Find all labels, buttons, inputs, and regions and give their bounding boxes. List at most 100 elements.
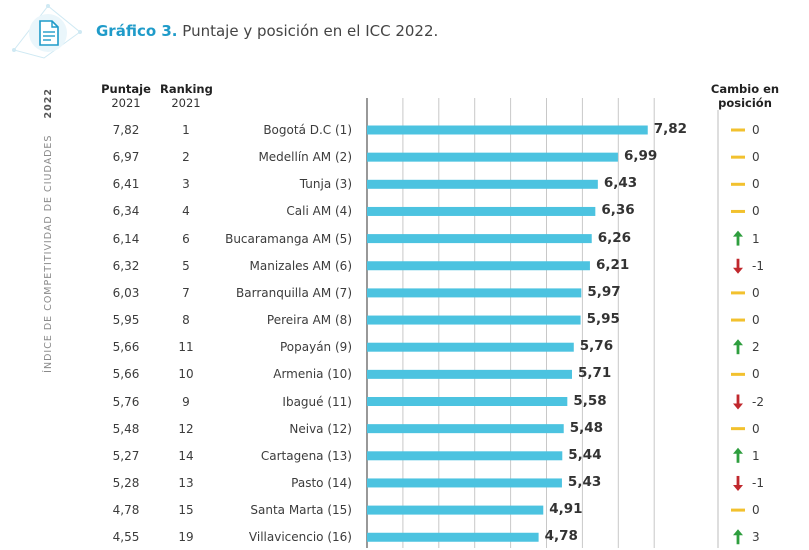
data-label: 7,82	[653, 121, 688, 137]
score-2021-cell: 6,03	[112, 285, 140, 300]
bar	[367, 342, 574, 352]
city-name: Manizales AM	[249, 258, 332, 273]
score-header-line1: Puntaje	[101, 82, 151, 96]
score-2021-header: Puntaje 2021	[100, 82, 152, 110]
arrow-shaft	[736, 475, 740, 486]
rank-2021-cell: 8	[182, 313, 190, 328]
rank-2021-cell: 3	[182, 177, 190, 192]
neutral-dash-icon	[731, 182, 745, 186]
arrow-head	[733, 339, 743, 346]
city-rank-2022: (6)	[335, 258, 352, 273]
neutral-dash-icon	[731, 155, 745, 159]
city-label: Armenia (10)	[160, 367, 352, 381]
city-rank-2022: (13)	[327, 448, 352, 463]
bar	[367, 505, 544, 515]
chart-title: Gráfico 3. Puntaje y posición en el ICC …	[96, 22, 438, 40]
city-label: Barranquilla AM (7)	[160, 286, 352, 300]
score-2021-cell: 7,82	[112, 123, 140, 137]
data-label: 5,97	[587, 283, 621, 300]
change-value: 0	[752, 150, 760, 165]
rank-2021-cell: 7	[182, 285, 190, 300]
figure-label: Gráfico 3.	[96, 22, 178, 40]
change-value: 1	[752, 231, 760, 246]
change-value: 0	[752, 367, 760, 382]
city-label: Cali AM (4)	[160, 204, 352, 218]
change-value: -1	[752, 258, 764, 273]
city-name: Cali AM	[286, 204, 332, 219]
data-label: 6,26	[597, 229, 632, 246]
city-rank-2022: (16)	[327, 530, 352, 545]
city-label: Pasto (14)	[160, 476, 352, 490]
neutral-dash-icon	[731, 209, 745, 213]
neutral-dash-icon	[731, 372, 745, 376]
rank-2021-cell: 10	[178, 367, 194, 382]
bar	[367, 125, 648, 135]
score-2021-cell: 5,66	[112, 340, 140, 355]
arrow-shaft	[736, 258, 740, 269]
score-2021-cell: 6,41	[112, 177, 140, 192]
score-2021-cell: 5,28	[112, 475, 140, 490]
change-value: 1	[752, 448, 760, 463]
city-label: Pereira AM (8)	[160, 313, 352, 327]
bar	[367, 234, 592, 244]
change-value: 0	[752, 204, 760, 219]
document-icon	[12, 4, 82, 59]
rank-header-line2: 2021	[171, 96, 201, 110]
arrow-down-icon	[733, 394, 743, 410]
data-label: 6,36	[601, 202, 635, 219]
city-name: Popayán	[279, 340, 332, 355]
arrow-head	[733, 484, 743, 491]
city-name: Bucaramanga AM	[225, 231, 332, 246]
change-value: 0	[752, 503, 760, 518]
data-label: 6,43	[603, 175, 638, 192]
city-rank-2022: (12)	[327, 421, 352, 436]
change-value: 0	[752, 421, 760, 436]
neutral-dash-icon	[731, 508, 745, 512]
bar	[367, 369, 572, 379]
change-header-line1: Cambio en	[710, 82, 780, 96]
city-label: Popayán (9)	[160, 340, 352, 354]
change-value: 2	[752, 340, 760, 355]
city-label: Ibagué (11)	[160, 395, 352, 409]
data-label: 6,21	[595, 256, 630, 273]
arrow-up-icon	[733, 230, 743, 246]
change-header-line2: posición	[718, 96, 772, 110]
city-rank-2022: (14)	[327, 475, 352, 490]
arrow-up-icon	[733, 529, 743, 545]
neutral-dash-icon	[731, 291, 745, 295]
bar	[367, 315, 581, 325]
neutral-dash-icon	[731, 128, 745, 132]
city-name: Neiva	[289, 421, 324, 436]
data-label: 4,78	[544, 528, 578, 545]
score-2021-cell: 4,55	[112, 530, 140, 545]
data-label: 5,76	[579, 338, 614, 355]
city-label: Villavicencio (16)	[160, 530, 352, 544]
rank-2021-cell: 1	[182, 123, 190, 137]
data-label: 5,58	[573, 392, 607, 409]
rank-2021-cell: 9	[182, 394, 190, 409]
rank-2021-cell: 6	[182, 231, 190, 246]
city-rank-2022: (10)	[327, 367, 352, 382]
score-2021-cell: 5,27	[112, 448, 140, 463]
rank-2021-cell: 2	[182, 150, 190, 165]
city-name: Bogotá D.C	[263, 123, 332, 137]
arrow-down-icon	[733, 475, 743, 491]
data-label: 5,44	[568, 446, 602, 463]
rank-2021-cell: 19	[178, 530, 194, 545]
city-name: Ibagué	[282, 394, 324, 409]
bar	[367, 206, 596, 216]
data-label: 5,95	[586, 311, 620, 328]
bar	[367, 179, 598, 189]
arrow-head	[733, 403, 743, 410]
score-2021-cell: 5,48	[112, 421, 140, 436]
arrow-head	[733, 447, 743, 454]
arrow-head	[733, 529, 743, 536]
data-label: 5,43	[567, 473, 602, 490]
rank-2021-cell: 5	[182, 258, 190, 273]
score-2021-cell: 6,14	[112, 231, 140, 246]
arrow-up-icon	[733, 339, 743, 355]
city-rank-2022: (5)	[335, 231, 352, 246]
arrow-shaft	[736, 235, 740, 246]
rank-2021-header: Ranking 2021	[160, 82, 213, 110]
